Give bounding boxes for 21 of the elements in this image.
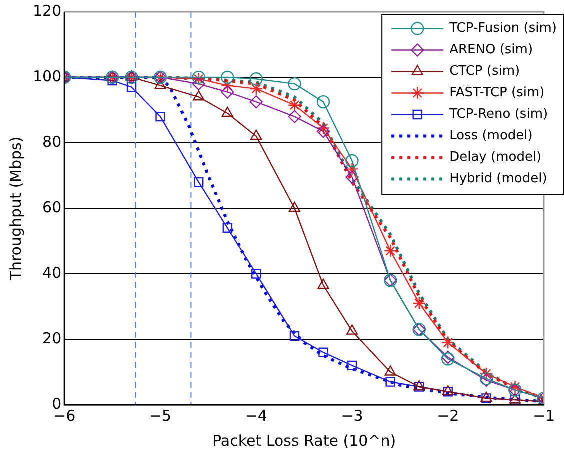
x-tick-label: −3: [341, 406, 364, 425]
y-tick-label: 60: [42, 198, 62, 216]
y-tick-label: 80: [42, 132, 62, 151]
y-tick-label: 20: [42, 329, 62, 348]
legend-label: ARENO (sim): [450, 42, 534, 58]
legend-label: FAST-TCP (sim): [450, 86, 545, 101]
x-tick-label: −1: [532, 406, 556, 425]
y-tick-label: 100: [32, 67, 62, 86]
x-tick-label: −2: [437, 406, 460, 425]
legend-label: Delay (model): [450, 150, 542, 166]
legend-label: Hybrid (model): [450, 172, 548, 187]
x-axis-title: Packet Loss Rate (10^n): [212, 432, 396, 450]
legend-label: Loss (model): [450, 128, 533, 144]
y-tick-label: 40: [42, 264, 62, 282]
x-tick-label: −4: [245, 406, 268, 425]
legend-label: CTCP (sim): [450, 64, 520, 80]
y-tick-label: 120: [32, 2, 62, 20]
y-axis-title: Throughput (Mbps): [6, 136, 25, 282]
legend-label: TCP-Reno (sim): [448, 107, 548, 122]
legend-label: TCP-Fusion (sim): [448, 21, 558, 36]
x-tick-label: −5: [149, 406, 172, 425]
